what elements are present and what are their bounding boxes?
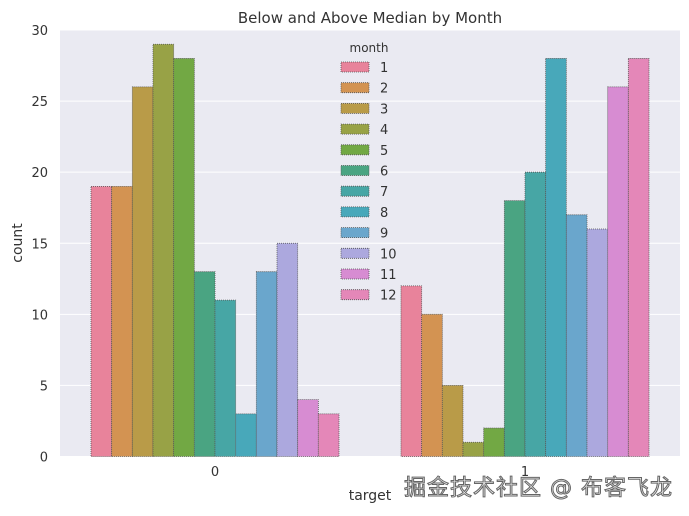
bar-month-5-target-0	[173, 58, 195, 457]
x-tick-label: 0	[211, 465, 219, 480]
y-tick-label: 15	[31, 237, 48, 252]
bar-month-11-target-1	[607, 86, 629, 457]
legend-swatch	[340, 165, 370, 176]
legend-label: 5	[380, 144, 388, 159]
legend-label: 8	[380, 206, 388, 221]
legend-label: 1	[380, 61, 388, 76]
bar-month-11-target-0	[297, 399, 319, 457]
bar-month-2-target-1	[421, 313, 443, 457]
bar-month-5-target-1	[483, 427, 505, 457]
legend-label: 12	[380, 289, 397, 304]
x-tick-label: 1	[521, 465, 529, 480]
legend-label: 3	[380, 102, 388, 117]
bar-month-8-target-1	[545, 58, 567, 457]
legend-swatch	[340, 206, 370, 218]
legend-swatch	[340, 144, 370, 156]
bar-month-3-target-1	[441, 385, 464, 457]
bar-month-12-target-0	[317, 413, 340, 457]
legend-label: 11	[380, 268, 397, 283]
y-tick-label: 25	[31, 95, 48, 110]
chart-title: Below and Above Median by Month	[238, 9, 502, 27]
legend-swatch	[340, 289, 370, 301]
legend-swatch	[340, 268, 370, 280]
bar-month-12-target-1	[627, 58, 650, 457]
bar-month-10-target-0	[276, 242, 299, 457]
legend-label: 7	[380, 185, 388, 200]
y-axis-label: count	[10, 223, 26, 263]
bar-month-7-target-1	[524, 171, 547, 457]
bar-month-9-target-0	[255, 271, 278, 457]
bar-month-1-target-1	[400, 285, 423, 457]
bar-month-9-target-1	[565, 214, 588, 457]
legend-label: 2	[380, 82, 388, 97]
legend-label: 6	[380, 165, 388, 180]
bar-month-7-target-0	[214, 299, 237, 457]
legend-swatch	[340, 61, 370, 73]
legend-swatch	[340, 123, 370, 135]
bar-month-2-target-0	[111, 185, 133, 457]
bar-month-1-target-0	[90, 185, 113, 457]
legend-label: 4	[380, 123, 388, 138]
legend-swatch	[340, 185, 370, 197]
y-tick-label: 0	[40, 451, 48, 466]
y-tick-label: 30	[31, 24, 48, 39]
legend-swatch	[340, 247, 370, 259]
bar-month-4-target-0	[152, 43, 175, 457]
legend-label: 10	[380, 247, 397, 262]
legend-swatch	[340, 227, 370, 239]
bar-month-4-target-1	[462, 441, 485, 457]
legend-title: month	[350, 41, 389, 55]
bar-month-6-target-0	[193, 271, 216, 457]
bars	[90, 43, 650, 457]
y-tick-label: 20	[31, 166, 48, 181]
bar-month-3-target-0	[131, 86, 154, 457]
bar-month-10-target-1	[586, 228, 609, 457]
watermark: 掘金技术社区 @ 布客飞龙	[404, 476, 673, 502]
y-tick-label: 5	[40, 379, 48, 394]
legend-label: 9	[380, 227, 388, 242]
legend-swatch	[340, 103, 370, 114]
bar-month-6-target-1	[503, 200, 526, 457]
y-tick-label: 10	[31, 308, 48, 323]
legend-swatch	[340, 82, 370, 94]
x-axis-label: target	[349, 488, 392, 504]
bar-month-8-target-0	[235, 413, 257, 457]
